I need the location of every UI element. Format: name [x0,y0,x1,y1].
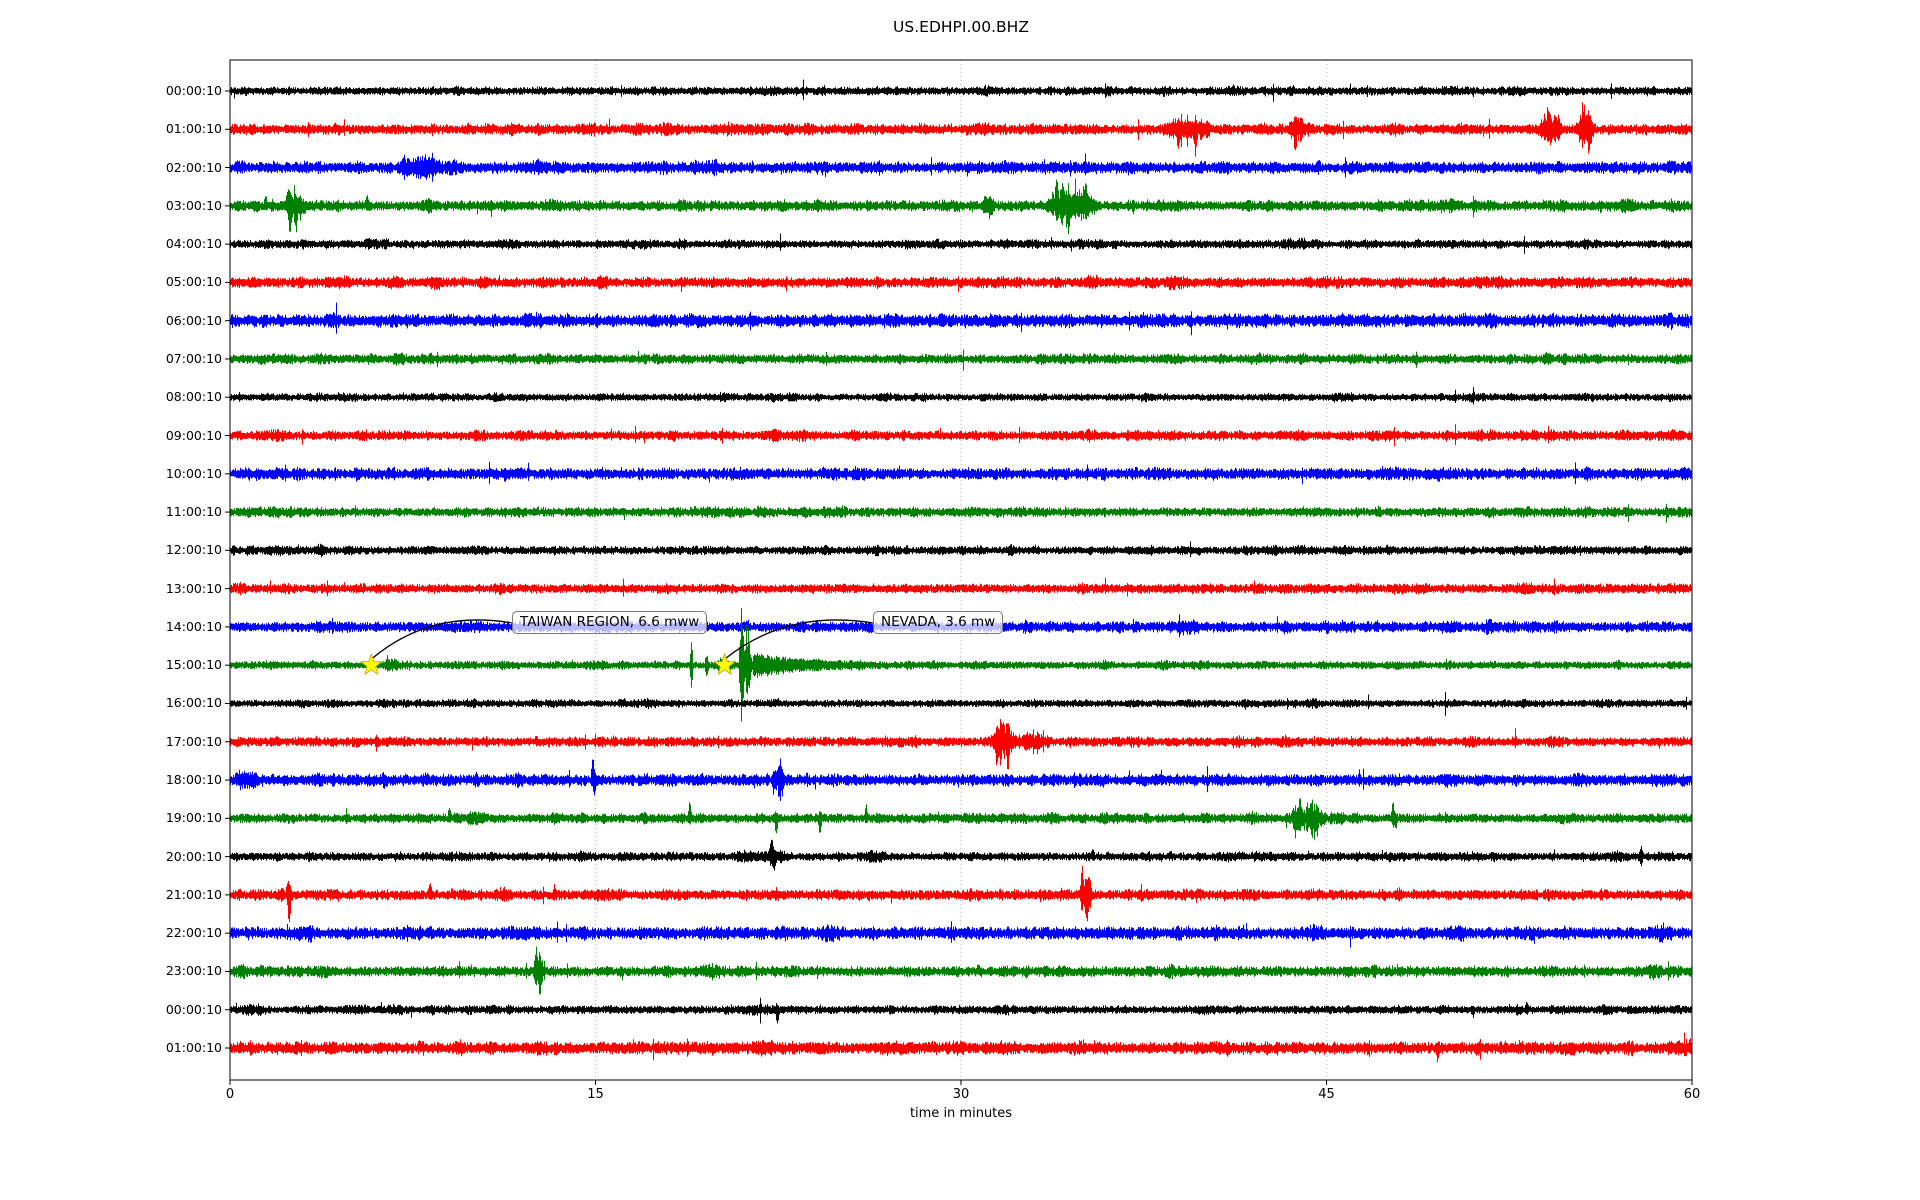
trace-row-24 [230,997,1692,1024]
x-tick-label: 60 [1683,1087,1701,1102]
x-axis-label: time in minutes [909,1106,1013,1121]
x-tick-label: 0 [225,1087,235,1102]
trace-row-2 [230,152,1692,182]
trace-row-22 [230,921,1692,948]
row-label: 07:00:10 [165,350,222,366]
row-label: 00:00:10 [165,83,222,98]
trace-row-23 [230,946,1692,995]
trace-row-12 [230,541,1692,558]
row-label: 12:00:10 [165,542,222,558]
row-label: 17:00:10 [165,733,222,749]
event-star-marker [359,653,383,676]
row-label: 00:00:10 [165,1001,222,1017]
row-label: 06:00:10 [165,312,222,328]
trace-row-17 [230,719,1692,770]
row-label: 02:00:10 [165,159,222,175]
trace-row-21 [230,866,1692,923]
annotation-arrow [370,619,513,660]
row-label: 15:00:10 [165,657,222,673]
trace-row-11 [230,503,1692,523]
row-label: 09:00:10 [165,427,222,443]
row-label: 14:00:10 [165,618,222,634]
row-label: 11:00:10 [165,504,222,520]
row-label: 21:00:10 [165,886,222,902]
trace-row-0 [230,79,1692,102]
chart-title: US.EDHPI.00.BHZ [893,18,1029,36]
event-star-marker [713,653,737,676]
row-label: 10:00:10 [165,465,222,481]
trace-row-9 [230,424,1692,447]
row-label: 01:00:10 [165,121,222,137]
event-annotation-nevada: NEVADA, 3.6 mw [873,611,1004,634]
row-label: 04:00:10 [165,236,222,252]
row-label: 13:00:10 [165,580,222,596]
trace-row-3 [230,178,1692,235]
row-label: 05:00:10 [165,274,222,290]
row-label: 19:00:10 [165,810,222,826]
row-label: 23:00:10 [165,963,222,979]
row-label: 01:00:10 [165,1040,222,1055]
trace-row-6 [230,302,1692,336]
x-tick-label: 15 [587,1087,604,1102]
row-label: 18:00:10 [165,772,222,788]
trace-row-5 [230,274,1692,292]
row-label: 08:00:10 [165,389,222,405]
trace-row-8 [230,387,1692,405]
annotation-arrow [724,619,874,660]
x-tick-label: 30 [952,1087,970,1102]
row-label: 16:00:10 [165,695,222,711]
row-label: 22:00:10 [165,925,222,941]
x-tick-label: 45 [1318,1087,1335,1102]
row-label: 03:00:10 [165,197,222,213]
row-label: 20:00:10 [165,848,222,864]
event-annotation-taiwan: TAIWAN REGION, 6.6 mww [512,611,708,634]
